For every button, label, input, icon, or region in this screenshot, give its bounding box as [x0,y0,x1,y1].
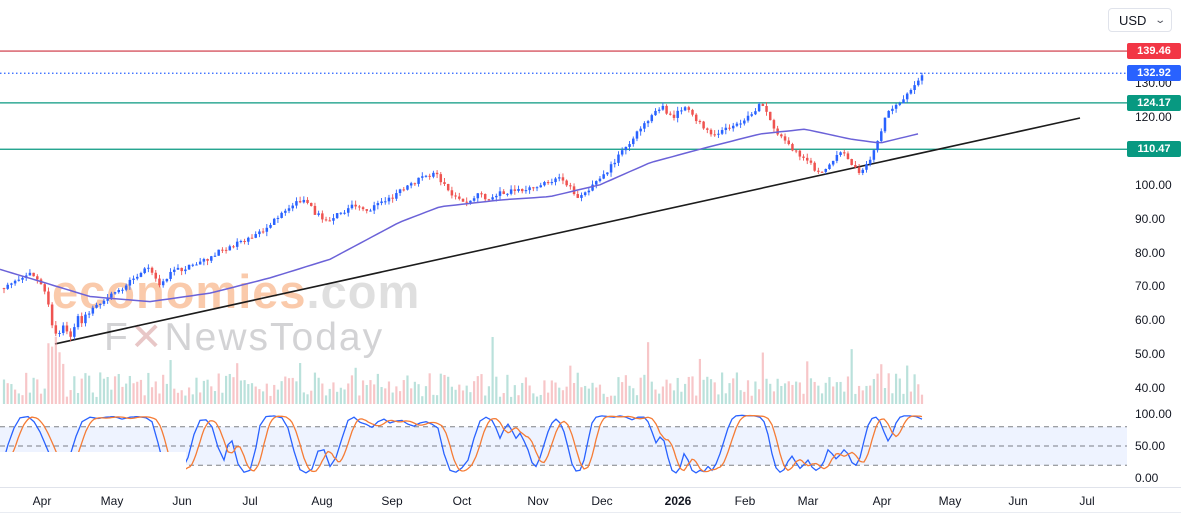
axis-bottom-divider [0,512,1181,513]
price-tick-label: 60.00 [1135,313,1166,328]
price-tick-label: 70.00 [1135,279,1166,294]
time-tick-label: Aug [311,494,333,508]
watermark-newstoday: NewsToday [164,316,385,359]
watermark: economies.com F✕NewsToday [52,268,420,357]
price-tick-label: 40.00 [1135,381,1166,395]
time-tick-label: Oct [452,494,472,508]
price-tick-label: 90.00 [1135,211,1166,226]
price-axis[interactable]: 130.00 120.00 100.00 90.00 80.00 70.00 60.00 50… [1127,0,1181,519]
time-tick-label: Jul [242,494,258,508]
oscillator-tick-label: 50.00 [1135,439,1166,453]
oscillator-tick-label: 100.00 [1135,407,1172,421]
price-level-badge: 132.92 [1127,65,1181,82]
time-tick-label: Mar [797,494,819,508]
price-level-badge: 110.47 [1127,141,1181,158]
currency-selector-label: USD [1119,12,1147,28]
price-level-badge: 139.46 [1127,43,1181,60]
watermark-brand: economies [52,265,307,318]
time-tick-label: Jun [1008,494,1028,508]
time-axis[interactable]: Apr May Jun Jul Aug Sep Oct Nov Dec 2026 Feb Mar Apr… [0,487,1181,519]
price-tick-label: 80.00 [1135,245,1166,260]
time-tick-label: Apr [872,494,892,508]
time-tick-label: Dec [591,494,613,508]
time-tick-label: 2026 [664,494,692,508]
price-tick-label: 120.00 [1135,110,1172,124]
time-tick-label: Apr [32,494,52,508]
time-tick-label: Jun [172,494,192,508]
price-tick-label: 100.00 [1135,177,1172,192]
watermark-fx-f: F [104,316,130,359]
price-level-badge: 124.17 [1127,94,1181,111]
chevron-down-icon: ⌄ [1153,14,1166,26]
oscillator-tick-label: 0.00 [1135,471,1159,485]
time-tick-label: Sep [381,494,403,508]
currency-selector[interactable]: USD ⌄ [1108,8,1172,32]
time-tick-label: Feb [734,494,756,508]
watermark-line2: F✕NewsToday [104,318,420,357]
watermark-line1: economies.com [52,268,420,315]
time-tick-label: May [938,494,962,508]
price-tick-label: 50.00 [1135,347,1166,362]
time-tick-label: Jul [1079,494,1095,508]
time-tick-label: Nov [527,494,549,508]
time-tick-label: May [100,494,124,508]
